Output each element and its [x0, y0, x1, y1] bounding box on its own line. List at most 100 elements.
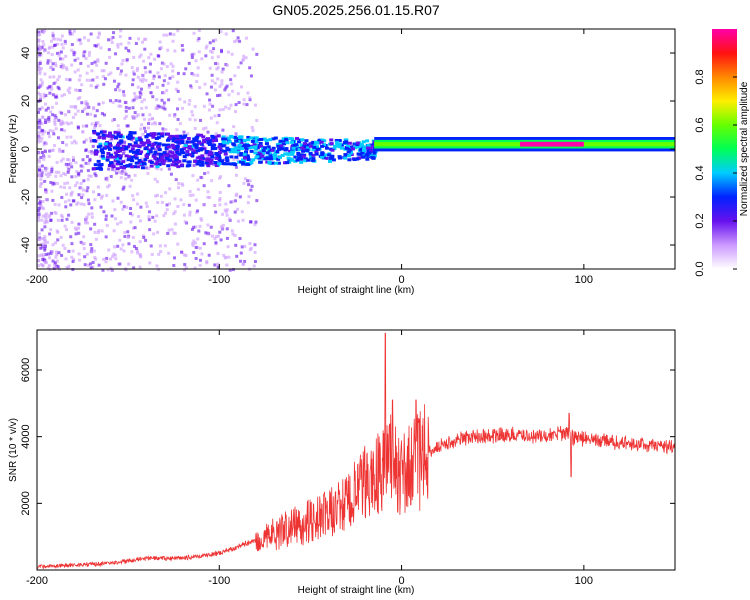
- heatmap-cell: [252, 142, 257, 146]
- heatmap-cell: [121, 166, 126, 170]
- heatmap-cell: [320, 155, 325, 159]
- heatmap-cell: [216, 262, 220, 266]
- heatmap-cell: [134, 156, 139, 160]
- heatmap-cell: [125, 58, 129, 62]
- heatmap-cell: [111, 199, 115, 203]
- heatmap-cell: [202, 140, 207, 144]
- heatmap-cell: [42, 143, 46, 147]
- heatmap-cell: [89, 250, 93, 254]
- heatmap-cell: [71, 115, 75, 119]
- heatmap-cell: [130, 147, 135, 151]
- heatmap-cell: [305, 148, 310, 152]
- heatmap-cell: [142, 59, 146, 63]
- heatmap-cell: [305, 146, 310, 150]
- heatmap-cell: [251, 47, 255, 51]
- heatmap-cell: [39, 182, 43, 186]
- heatmap-cell: [150, 117, 154, 121]
- heatmap-cell: [121, 58, 125, 62]
- heatmap-cell: [54, 174, 58, 178]
- heatmap-cell: [229, 155, 234, 159]
- heatmap-cell: [190, 154, 195, 158]
- heatmap-cell: [64, 257, 68, 261]
- heatmap-cell: [217, 158, 222, 162]
- heatmap-cell: [284, 138, 289, 142]
- heatmap-cell: [113, 208, 117, 212]
- heatmap-cell: [233, 234, 237, 238]
- heatmap-cell: [259, 144, 264, 148]
- heatmap-cell: [123, 231, 127, 235]
- heatmap-cell: [174, 178, 178, 182]
- heatmap-cell: [37, 110, 41, 114]
- heatmap-cell: [364, 153, 369, 157]
- heatmap-cell: [232, 162, 237, 166]
- heatmap-cell: [216, 77, 220, 81]
- heatmap-cell: [225, 159, 230, 163]
- heatmap-cell: [60, 119, 64, 123]
- heatmap-cell: [76, 38, 80, 42]
- heatmap-cell: [141, 113, 145, 117]
- heatmap-cell: [38, 118, 42, 122]
- heatmap-cell: [208, 41, 212, 45]
- heatmap-cell: [56, 85, 60, 89]
- colorbar-tick-label: 0.8: [694, 69, 706, 84]
- heatmap-cell: [204, 54, 208, 58]
- heatmap-cell: [153, 219, 157, 223]
- heatmap-cell: [190, 72, 194, 76]
- heatmap-cell: [147, 122, 151, 126]
- heatmap-cell: [159, 167, 163, 171]
- heatmap-cell: [82, 107, 86, 111]
- heatmap-cell: [123, 141, 127, 145]
- heatmap-cell: [131, 150, 136, 154]
- heatmap-cell: [117, 149, 122, 153]
- heatmap-cell: [107, 248, 111, 252]
- heatmap-cell: [89, 227, 93, 231]
- heatmap-cell: [197, 141, 202, 145]
- heatmap-cell: [86, 64, 90, 68]
- x-tick-label: -200: [26, 274, 48, 286]
- heatmap-cell: [40, 106, 44, 110]
- heatmap-cell: [64, 162, 68, 166]
- heatmap-cell: [173, 231, 177, 235]
- heatmap-cell: [166, 81, 170, 85]
- heatmap-cell: [50, 170, 54, 174]
- heatmap-cell: [133, 141, 138, 145]
- heatmap-cell: [82, 140, 86, 144]
- heatmap-cell: [40, 242, 44, 246]
- heatmap-cell: [168, 154, 173, 158]
- heatmap-cell: [215, 153, 220, 157]
- heatmap-cell: [154, 136, 159, 140]
- heatmap-cell: [132, 98, 136, 102]
- heatmap-cell: [195, 80, 199, 84]
- heatmap-cell: [254, 140, 259, 144]
- heatmap-cell: [226, 148, 231, 152]
- heatmap-cell: [253, 144, 258, 148]
- heatmap-cell: [88, 136, 92, 140]
- heatmap-cell: [89, 266, 93, 270]
- heatmap-cell: [136, 192, 140, 196]
- heatmap-cell: [65, 67, 69, 71]
- heatmap-cell: [239, 259, 243, 263]
- heatmap-cell: [247, 195, 251, 199]
- heatmap-cell: [193, 150, 198, 154]
- heatmap-cell: [296, 153, 301, 157]
- heatmap-cell: [113, 253, 117, 257]
- heatmap-cell: [180, 136, 185, 140]
- heatmap-cell: [335, 142, 340, 146]
- heatmap-cell: [116, 222, 120, 226]
- heatmap-cell: [153, 57, 157, 61]
- heatmap-cell: [308, 157, 313, 161]
- heatmap-cell: [122, 164, 127, 168]
- heatmap-cell: [52, 132, 56, 136]
- heatmap-cell: [205, 150, 210, 154]
- heatmap-cell: [199, 175, 203, 179]
- heatmap-cell: [153, 156, 158, 160]
- heatmap-cell: [55, 252, 59, 256]
- heatmap-cell: [210, 56, 214, 60]
- heatmap-cell: [174, 138, 179, 142]
- heatmap-cell: [210, 134, 215, 138]
- heatmap-cell: [124, 177, 128, 181]
- heatmap-cell: [236, 146, 241, 150]
- heatmap-cell: [189, 86, 193, 90]
- heatmap-cell: [183, 100, 187, 104]
- heatmap-cell: [53, 120, 57, 124]
